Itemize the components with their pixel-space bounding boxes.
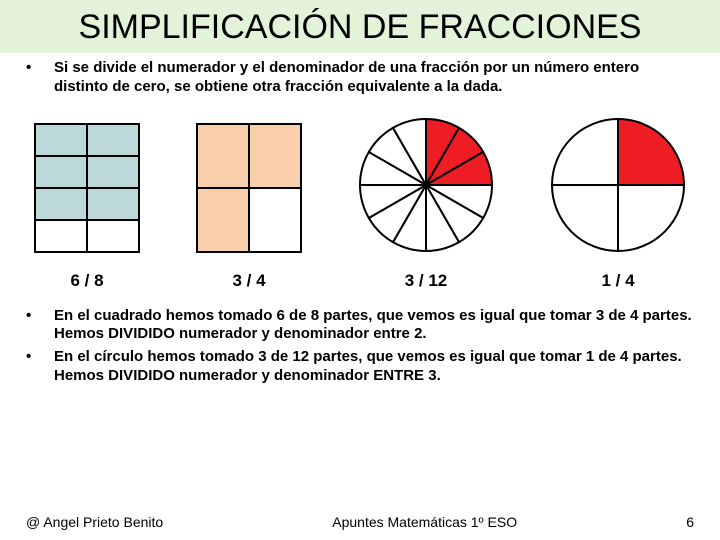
bullet-text: En el cuadrado hemos tomado 6 de 8 parte… xyxy=(54,307,694,345)
diagram-row: 6 / 8 3 / 4 3 / 12 1 / 4 xyxy=(34,117,686,291)
grid-3-4-svg xyxy=(196,123,302,253)
list-item: • En el círculo hemos tomado 3 de 12 par… xyxy=(26,348,694,386)
bullet-text: En el círculo hemos tomado 3 de 12 parte… xyxy=(54,348,694,386)
diagram-pie-3-12: 3 / 12 xyxy=(358,117,494,291)
pie-3-12-svg xyxy=(358,117,494,253)
page-title: SIMPLIFICACIÓN DE FRACCIONES xyxy=(0,8,720,47)
footer-author: @ Angel Prieto Benito xyxy=(26,514,163,530)
title-band: SIMPLIFICACIÓN DE FRACCIONES xyxy=(0,0,720,53)
content-area: • Si se divide el numerador y el denomin… xyxy=(0,53,720,386)
caption-3-4: 3 / 4 xyxy=(196,271,302,291)
bullet-dot-icon: • xyxy=(26,348,36,386)
footer-page-number: 6 xyxy=(686,514,694,530)
diagram-pie-1-4: 1 / 4 xyxy=(550,117,686,291)
caption-6-8: 6 / 8 xyxy=(34,271,140,291)
caption-1-4: 1 / 4 xyxy=(550,271,686,291)
diagram-grid-6-8: 6 / 8 xyxy=(34,123,140,291)
footer-center: Apuntes Matemáticas 1º ESO xyxy=(332,514,517,530)
bullet-dot-icon: • xyxy=(26,307,36,345)
diagram-grid-3-4: 3 / 4 xyxy=(196,123,302,291)
bullet-dot-icon: • xyxy=(26,59,36,97)
grid-6-8-svg xyxy=(34,123,140,253)
caption-3-12: 3 / 12 xyxy=(358,271,494,291)
list-item: • Si se divide el numerador y el denomin… xyxy=(26,59,694,97)
bullet-list-2: • En el cuadrado hemos tomado 6 de 8 par… xyxy=(26,307,694,386)
bullet-text: Si se divide el numerador y el denominad… xyxy=(54,59,694,97)
bullet-list-1: • Si se divide el numerador y el denomin… xyxy=(26,59,694,97)
footer: @ Angel Prieto Benito Apuntes Matemática… xyxy=(26,514,694,530)
pie-1-4-svg xyxy=(550,117,686,253)
list-item: • En el cuadrado hemos tomado 6 de 8 par… xyxy=(26,307,694,345)
